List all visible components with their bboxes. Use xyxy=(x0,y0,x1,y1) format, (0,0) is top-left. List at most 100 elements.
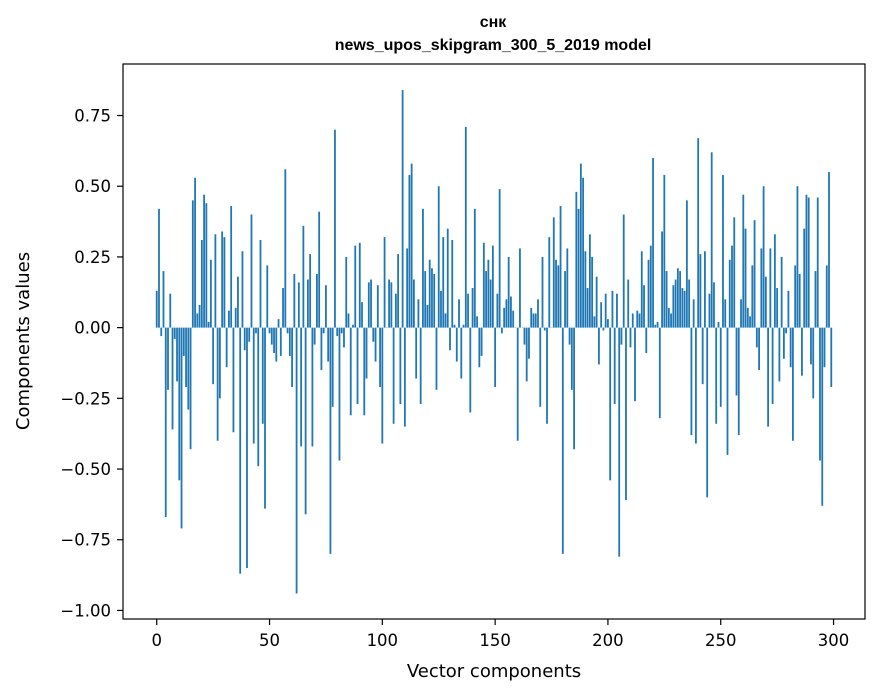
bar xyxy=(690,327,693,436)
bar-series xyxy=(155,90,833,594)
bar xyxy=(182,327,185,356)
bar xyxy=(618,327,621,557)
bar xyxy=(408,174,411,328)
bar xyxy=(708,293,711,328)
bar xyxy=(464,126,467,328)
bar xyxy=(453,324,456,328)
bar xyxy=(561,327,564,554)
bar xyxy=(478,327,481,368)
bar xyxy=(388,279,390,328)
bar xyxy=(485,271,487,328)
bar xyxy=(473,208,476,328)
bar xyxy=(823,327,826,368)
bar xyxy=(724,299,727,328)
y-tick-label: 0.75 xyxy=(74,107,111,126)
bar xyxy=(731,245,733,328)
bar xyxy=(460,327,463,379)
bar xyxy=(345,256,348,328)
chart-title: снк xyxy=(480,14,508,31)
bar xyxy=(528,327,530,359)
bar xyxy=(568,327,571,345)
bar xyxy=(230,206,233,328)
bar xyxy=(374,327,377,362)
bar xyxy=(440,290,442,328)
bar xyxy=(505,299,508,328)
bar xyxy=(785,327,788,334)
bar xyxy=(194,177,196,328)
bar xyxy=(577,208,580,328)
bar xyxy=(719,327,722,407)
x-tick-label: 100 xyxy=(367,631,399,650)
bar xyxy=(354,245,357,328)
bar xyxy=(246,327,248,569)
x-tick-label: 150 xyxy=(479,631,511,650)
bar xyxy=(810,327,812,365)
bar xyxy=(200,239,203,328)
bar xyxy=(458,299,460,328)
bar xyxy=(155,290,158,328)
bar xyxy=(261,327,264,424)
bar xyxy=(336,327,339,337)
bar xyxy=(403,327,406,427)
bar xyxy=(361,302,363,328)
bar xyxy=(275,327,278,362)
bar xyxy=(187,327,190,410)
bar xyxy=(178,327,181,481)
bar xyxy=(579,163,582,328)
bar xyxy=(753,220,756,328)
bar xyxy=(681,288,684,328)
bar xyxy=(273,327,275,354)
bar xyxy=(442,237,445,328)
bar xyxy=(557,265,560,328)
bar xyxy=(726,327,729,455)
bar xyxy=(679,271,682,328)
bar xyxy=(688,279,691,328)
bar xyxy=(282,288,284,328)
bar xyxy=(722,174,724,328)
bar xyxy=(489,279,492,328)
bar xyxy=(503,307,506,328)
bar xyxy=(313,327,316,345)
bar xyxy=(471,288,474,328)
y-tick-label: −1.00 xyxy=(60,601,111,620)
bar xyxy=(437,186,440,328)
bar xyxy=(737,327,740,436)
bar xyxy=(426,305,429,328)
bar xyxy=(600,302,603,328)
bar xyxy=(593,316,596,328)
bar xyxy=(758,327,760,371)
bar xyxy=(367,282,370,328)
bar xyxy=(523,327,526,345)
bar xyxy=(340,327,343,334)
bar xyxy=(257,327,260,467)
bar xyxy=(248,327,251,342)
bar xyxy=(467,293,469,328)
bar xyxy=(570,327,573,390)
bar xyxy=(609,327,612,481)
bar xyxy=(740,299,742,328)
bar xyxy=(268,327,271,334)
bar xyxy=(259,239,262,328)
bar xyxy=(306,279,309,328)
bar xyxy=(225,327,228,368)
bar xyxy=(349,327,352,416)
x-tick-label: 50 xyxy=(259,631,280,650)
bar xyxy=(250,214,253,328)
bar xyxy=(223,237,226,328)
bar xyxy=(586,288,589,328)
bar xyxy=(595,276,598,328)
bar xyxy=(241,251,244,328)
bar xyxy=(746,307,749,328)
x-axis-ticks: 0 50 100 150 200 250 300 xyxy=(151,619,849,650)
bar xyxy=(162,271,165,328)
bar xyxy=(394,293,397,328)
bar xyxy=(469,327,472,413)
bar xyxy=(169,293,172,328)
bar xyxy=(291,327,293,388)
bar xyxy=(620,327,623,345)
bar xyxy=(264,327,266,509)
bar xyxy=(728,259,731,328)
bar xyxy=(160,327,163,337)
y-tick-label: −0.75 xyxy=(60,531,111,550)
